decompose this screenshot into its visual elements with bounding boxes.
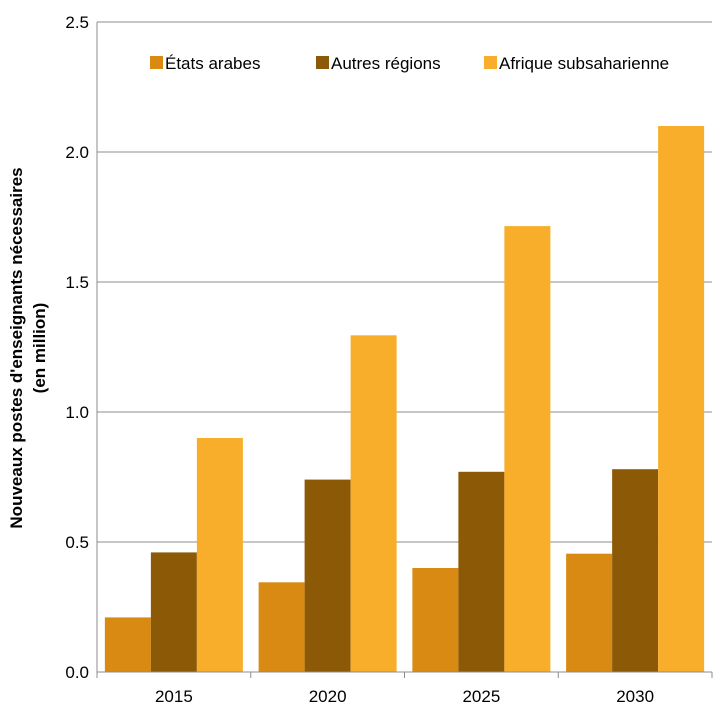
y-tick-label: 2.5	[65, 13, 89, 32]
legend: États arabes Autres régions Afrique subsah…	[150, 54, 669, 73]
bar	[504, 226, 551, 672]
bar	[150, 552, 197, 672]
bar	[458, 471, 505, 672]
y-tick-label: 1.5	[65, 273, 89, 292]
axes	[96, 22, 713, 678]
y-tick-label: 0.0	[65, 663, 89, 682]
legend-swatch	[316, 56, 329, 69]
bar	[196, 438, 243, 672]
y-axis-title-line1: Nouveaux postes d'enseignants nécessaire…	[7, 167, 26, 528]
bar	[304, 479, 351, 672]
bar	[658, 126, 705, 672]
x-tick-label: 2025	[462, 687, 500, 705]
legend-label: Autres régions	[331, 54, 441, 73]
y-tick-label: 2.0	[65, 143, 89, 162]
legend-label: Afrique subsaharienne	[499, 54, 669, 73]
y-axis-title-line2: (en million)	[30, 303, 49, 394]
y-tick-label: 0.5	[65, 533, 89, 552]
x-tick-label: 2020	[309, 687, 347, 705]
bar	[566, 553, 613, 672]
legend-label: États arabes	[165, 54, 260, 73]
legend-swatch	[484, 56, 497, 69]
y-tick-labels: 0.0 0.5 1.0 1.5 2.0 2.5	[65, 13, 89, 682]
bar	[612, 469, 659, 672]
x-tick-label: 2030	[616, 687, 654, 705]
bar	[350, 335, 397, 672]
legend-swatch	[150, 56, 163, 69]
x-tick-label: 2015	[155, 687, 193, 705]
bar	[258, 582, 305, 672]
bar	[104, 617, 151, 672]
x-tick-labels: 2015 2020 2025 2030	[155, 687, 654, 706]
bars	[104, 126, 705, 672]
bar	[412, 568, 459, 672]
y-tick-label: 1.0	[65, 403, 89, 422]
gridlines	[97, 21, 712, 543]
